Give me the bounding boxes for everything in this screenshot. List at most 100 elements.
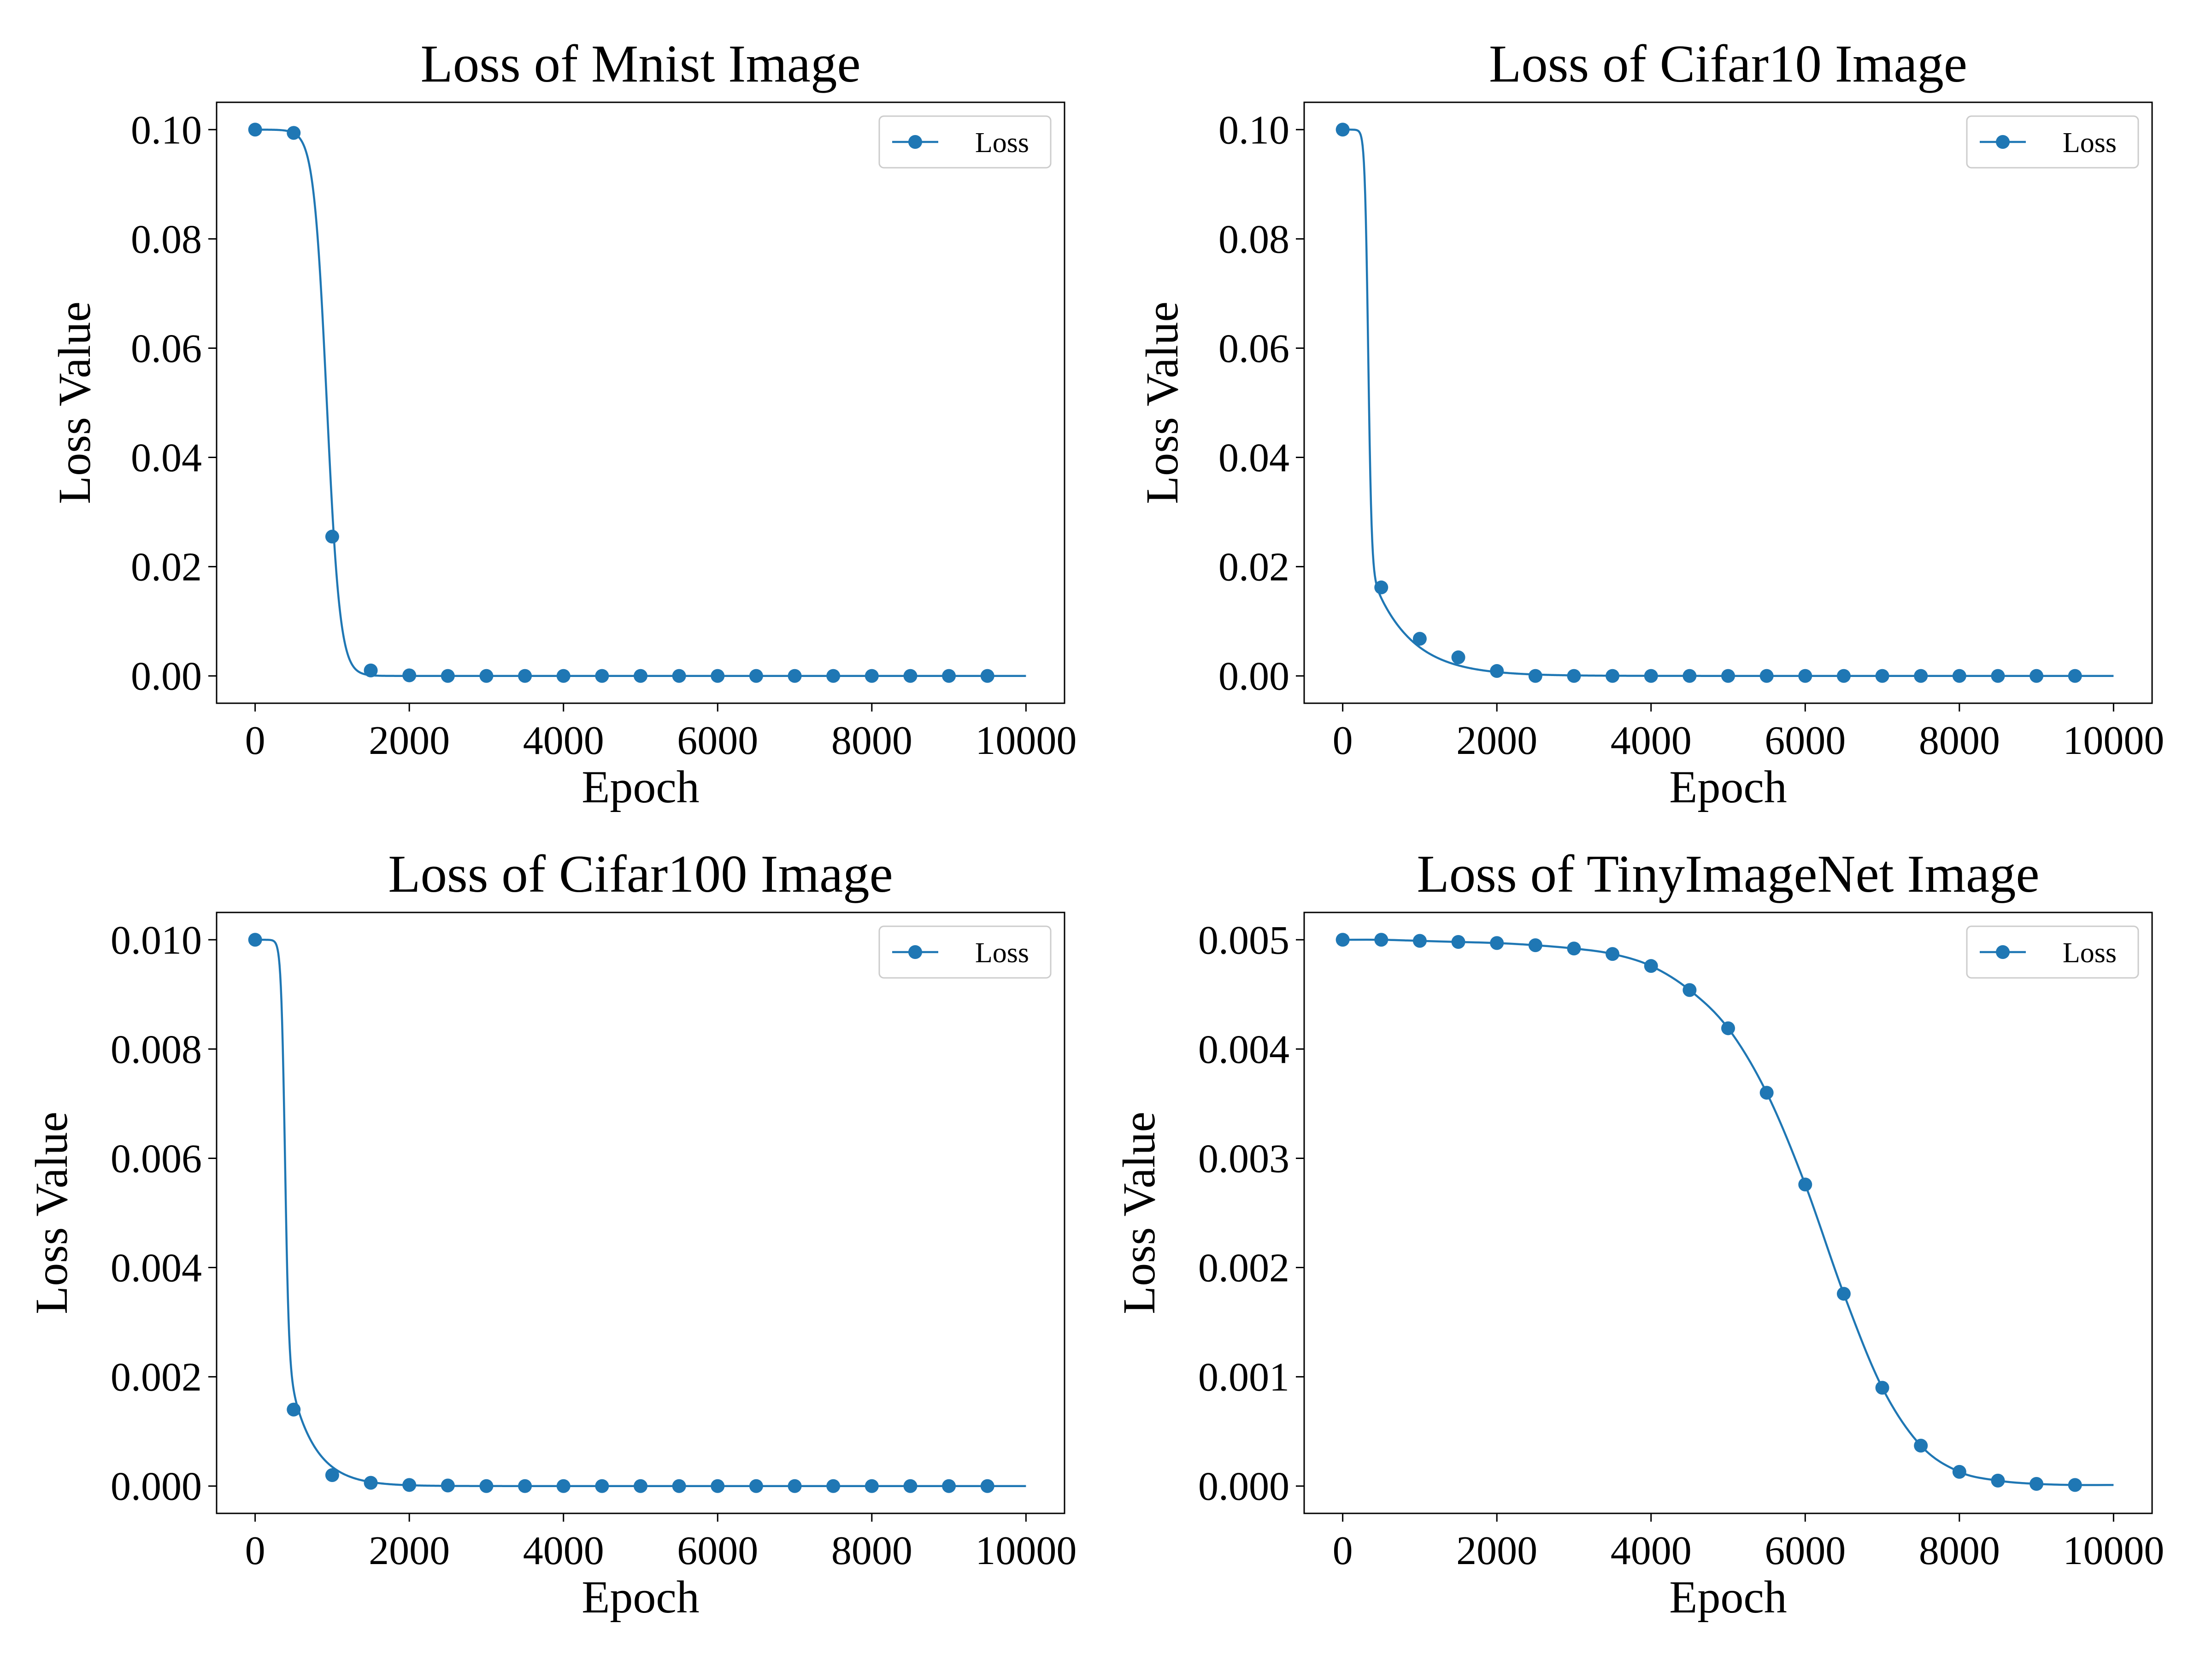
data-point: [749, 669, 763, 683]
data-point: [711, 1479, 725, 1493]
x-axis-label: Epoch: [582, 1571, 699, 1623]
data-point: [1683, 983, 1697, 997]
data-point: [865, 669, 879, 683]
data-point: [1528, 938, 1542, 953]
data-point: [1490, 936, 1504, 950]
data-point: [1875, 1381, 1889, 1395]
data-point: [1412, 934, 1427, 948]
y-tick-label: 0.004: [111, 1246, 202, 1291]
legend-label: Loss: [975, 127, 1029, 159]
y-tick-label: 0.003: [1198, 1136, 1289, 1181]
x-tick-label: 10000: [2063, 718, 2164, 763]
data-point: [980, 1479, 994, 1493]
data-point: [1759, 1086, 1774, 1100]
x-axis-label: Epoch: [1669, 1571, 1787, 1623]
data-point: [1606, 669, 1620, 683]
data-point: [556, 1479, 571, 1493]
data-point: [1683, 669, 1697, 683]
data-point: [672, 1479, 686, 1493]
data-point: [1412, 632, 1427, 646]
plot-frame: [216, 101, 1065, 704]
data-point: [634, 1479, 647, 1493]
data-point: [402, 1478, 417, 1492]
data-point: [595, 669, 609, 683]
legend: Loss: [878, 925, 1052, 979]
data-point: [441, 669, 455, 683]
chart-title: Loss of Mnist Image: [420, 35, 860, 93]
data-point: [634, 669, 647, 683]
y-tick-label: 0.02: [1218, 545, 1289, 590]
data-point: [325, 1468, 339, 1483]
data-point: [1606, 947, 1620, 961]
x-tick-label: 4000: [1611, 1529, 1692, 1573]
y-tick-label: 0.006: [111, 1136, 202, 1181]
data-point: [1490, 664, 1504, 678]
data-point: [1914, 669, 1928, 683]
y-tick-label: 0.10: [131, 108, 202, 153]
data-point: [1836, 669, 1851, 683]
legend: Loss: [878, 115, 1052, 169]
data-point: [248, 123, 262, 137]
series-line-loss: [255, 939, 1026, 1487]
y-tick-label: 0.06: [1218, 326, 1289, 371]
chart-title: Loss of TinyImageNet Image: [1417, 845, 2039, 903]
data-point: [942, 669, 956, 683]
legend-box: [1966, 115, 2139, 169]
x-tick-label: 4000: [523, 1529, 604, 1573]
data-point: [1721, 1021, 1735, 1035]
x-tick-label: 8000: [1919, 718, 2000, 763]
y-tick-label: 0.000: [111, 1465, 202, 1509]
subplot-3: Loss of Cifar100 Image 0 2000 4000 6000 8000 1…: [26, 845, 1077, 1623]
y-tick-label: 0.04: [1218, 436, 1289, 481]
y-axis-label: Loss Value: [49, 301, 100, 504]
data-point: [518, 669, 532, 683]
subplot-4: Loss of TinyImageNet Image 0 2000 4000 6000 8…: [1113, 845, 2164, 1623]
data-point: [1451, 650, 1465, 665]
subplot-2: Loss of Cifar10 Image 0 2000 4000 6000 8000 10…: [1136, 35, 2164, 812]
data-point: [1644, 959, 1658, 973]
y-tick-label: 0.002: [1198, 1246, 1289, 1291]
x-axis-label: Epoch: [1669, 761, 1787, 812]
y-tick-label: 0.004: [1198, 1027, 1289, 1072]
y-tick-label: 0.002: [111, 1355, 202, 1400]
x-tick-label: 8000: [1919, 1529, 2000, 1573]
x-tick-label: 2000: [369, 718, 450, 763]
data-point: [1875, 669, 1889, 683]
plot-frame: [1303, 912, 2153, 1514]
x-tick-label: 8000: [831, 1529, 912, 1573]
x-tick-label: 10000: [2063, 1529, 2164, 1573]
data-point: [248, 933, 262, 947]
data-point: [1914, 1439, 1928, 1453]
data-point: [1335, 933, 1350, 947]
y-tick-label: 0.005: [1198, 918, 1289, 963]
data-point: [1644, 669, 1658, 683]
data-point: [1798, 669, 1812, 683]
y-axis-label: Loss Value: [1136, 301, 1188, 504]
data-point: [711, 669, 725, 683]
x-tick-label: 6000: [1765, 718, 1846, 763]
data-point: [1567, 941, 1581, 956]
data-point: [1836, 1287, 1851, 1301]
chart-title: Loss of Cifar10 Image: [1489, 35, 1967, 93]
plot-frame: [216, 912, 1065, 1514]
legend-box: [1966, 925, 2139, 979]
y-tick-label: 0.010: [111, 918, 202, 963]
y-axis-label: Loss Value: [1113, 1112, 1165, 1314]
data-point: [364, 1476, 378, 1490]
data-point: [749, 1479, 763, 1493]
y-tick-label: 0.10: [1218, 108, 1289, 153]
data-point: [1528, 669, 1542, 683]
data-point: [556, 669, 571, 683]
data-point: [980, 669, 994, 683]
y-axis-label: Loss Value: [26, 1112, 77, 1314]
data-point: [788, 1479, 802, 1493]
data-point: [672, 669, 686, 683]
data-point: [1991, 669, 2005, 683]
data-point: [903, 669, 918, 683]
data-point: [942, 1479, 956, 1493]
data-point: [2030, 1477, 2044, 1491]
data-point: [518, 1479, 532, 1493]
y-tick-label: 0.00: [1218, 654, 1289, 699]
data-point: [1374, 933, 1388, 947]
data-point: [2068, 669, 2082, 683]
